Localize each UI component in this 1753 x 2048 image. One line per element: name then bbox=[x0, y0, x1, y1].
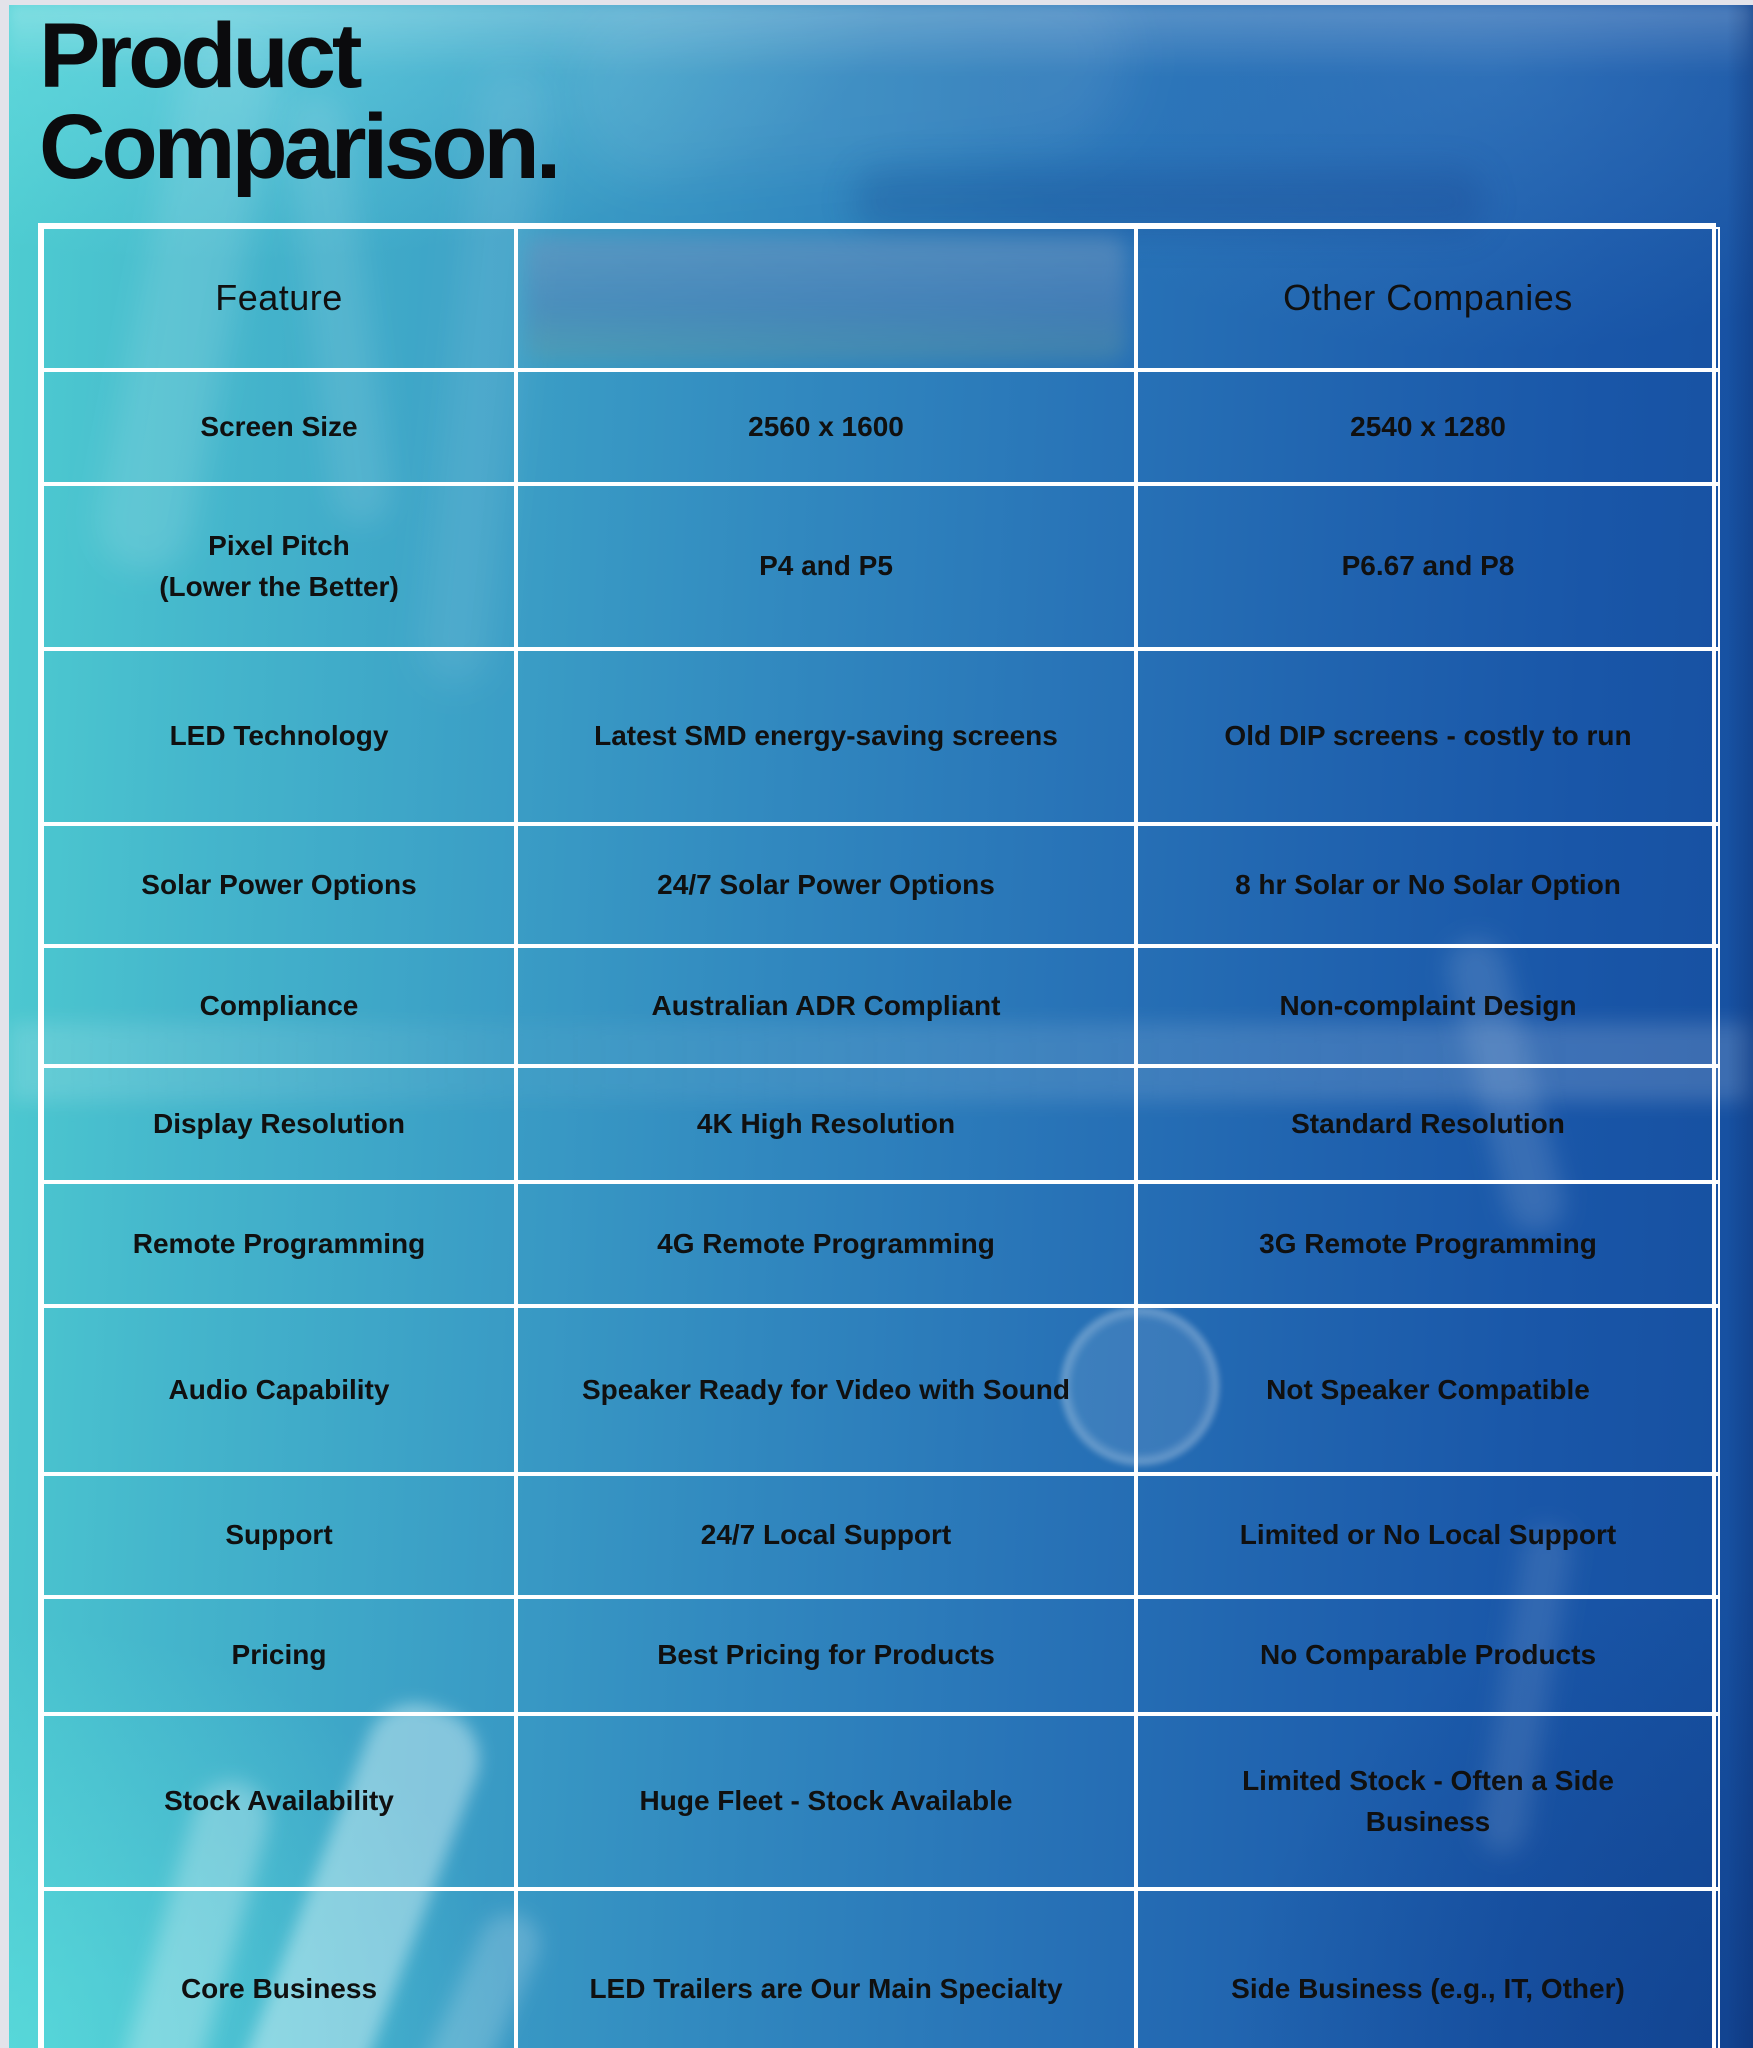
company-cell: Australian ADR Compliant bbox=[516, 946, 1136, 1066]
others-cell: P6.67 and P8 bbox=[1136, 484, 1720, 649]
others-cell: Limited or No Local Support bbox=[1136, 1474, 1720, 1597]
feature-cell: Compliance bbox=[42, 946, 516, 1066]
others-cell: Old DIP screens - costly to run bbox=[1136, 649, 1720, 824]
company-cell: LED Trailers are Our Main Specialty bbox=[516, 1889, 1136, 2048]
company-cell: Latest SMD energy-saving screens bbox=[516, 649, 1136, 824]
feature-cell: Solar Power Options bbox=[42, 824, 516, 946]
company-cell: 24/7 Solar Power Options bbox=[516, 824, 1136, 946]
feature-cell: Remote Programming bbox=[42, 1182, 516, 1306]
company-cell: 4K High Resolution bbox=[516, 1066, 1136, 1182]
company-cell: 24/7 Local Support bbox=[516, 1474, 1136, 1597]
feature-cell: Support bbox=[42, 1474, 516, 1597]
others-cell: 2540 x 1280 bbox=[1136, 370, 1720, 484]
feature-cell: Screen Size bbox=[42, 370, 516, 484]
company-cell: Best Pricing for Products bbox=[516, 1597, 1136, 1714]
others-cell: Non-complaint Design bbox=[1136, 946, 1720, 1066]
header-company bbox=[516, 227, 1136, 370]
header-feature: Feature bbox=[42, 227, 516, 370]
others-cell: Limited Stock - Often a Side Business bbox=[1136, 1714, 1720, 1889]
header-other-companies: Other Companies bbox=[1136, 227, 1720, 370]
feature-cell: Pixel Pitch (Lower the Better) bbox=[42, 484, 516, 649]
feature-cell: LED Technology bbox=[42, 649, 516, 824]
feature-cell: Stock Availability bbox=[42, 1714, 516, 1889]
others-cell: 3G Remote Programming bbox=[1136, 1182, 1720, 1306]
others-cell: Side Business (e.g., IT, Other) bbox=[1136, 1889, 1720, 2048]
others-cell: Not Speaker Compatible bbox=[1136, 1306, 1720, 1474]
feature-cell: Pricing bbox=[42, 1597, 516, 1714]
others-cell: No Comparable Products bbox=[1136, 1597, 1720, 1714]
document-page: Product Comparison. Feature Other Compan… bbox=[9, 5, 1753, 2048]
company-name-blur bbox=[526, 237, 1126, 360]
company-cell: P4 and P5 bbox=[516, 484, 1136, 649]
comparison-table: Feature Other Companies Screen Size 2560… bbox=[38, 223, 1720, 2048]
feature-cell: Audio Capability bbox=[42, 1306, 516, 1474]
feature-cell: Display Resolution bbox=[42, 1066, 516, 1182]
others-cell: Standard Resolution bbox=[1136, 1066, 1720, 1182]
others-cell: 8 hr Solar or No Solar Option bbox=[1136, 824, 1720, 946]
page-title: Product Comparison. bbox=[39, 5, 561, 199]
company-cell: Speaker Ready for Video with Sound bbox=[516, 1306, 1136, 1474]
feature-cell: Core Business bbox=[42, 1889, 516, 2048]
company-cell: 4G Remote Programming bbox=[516, 1182, 1136, 1306]
company-cell: 2560 x 1600 bbox=[516, 370, 1136, 484]
company-cell: Huge Fleet - Stock Available bbox=[516, 1714, 1136, 1889]
